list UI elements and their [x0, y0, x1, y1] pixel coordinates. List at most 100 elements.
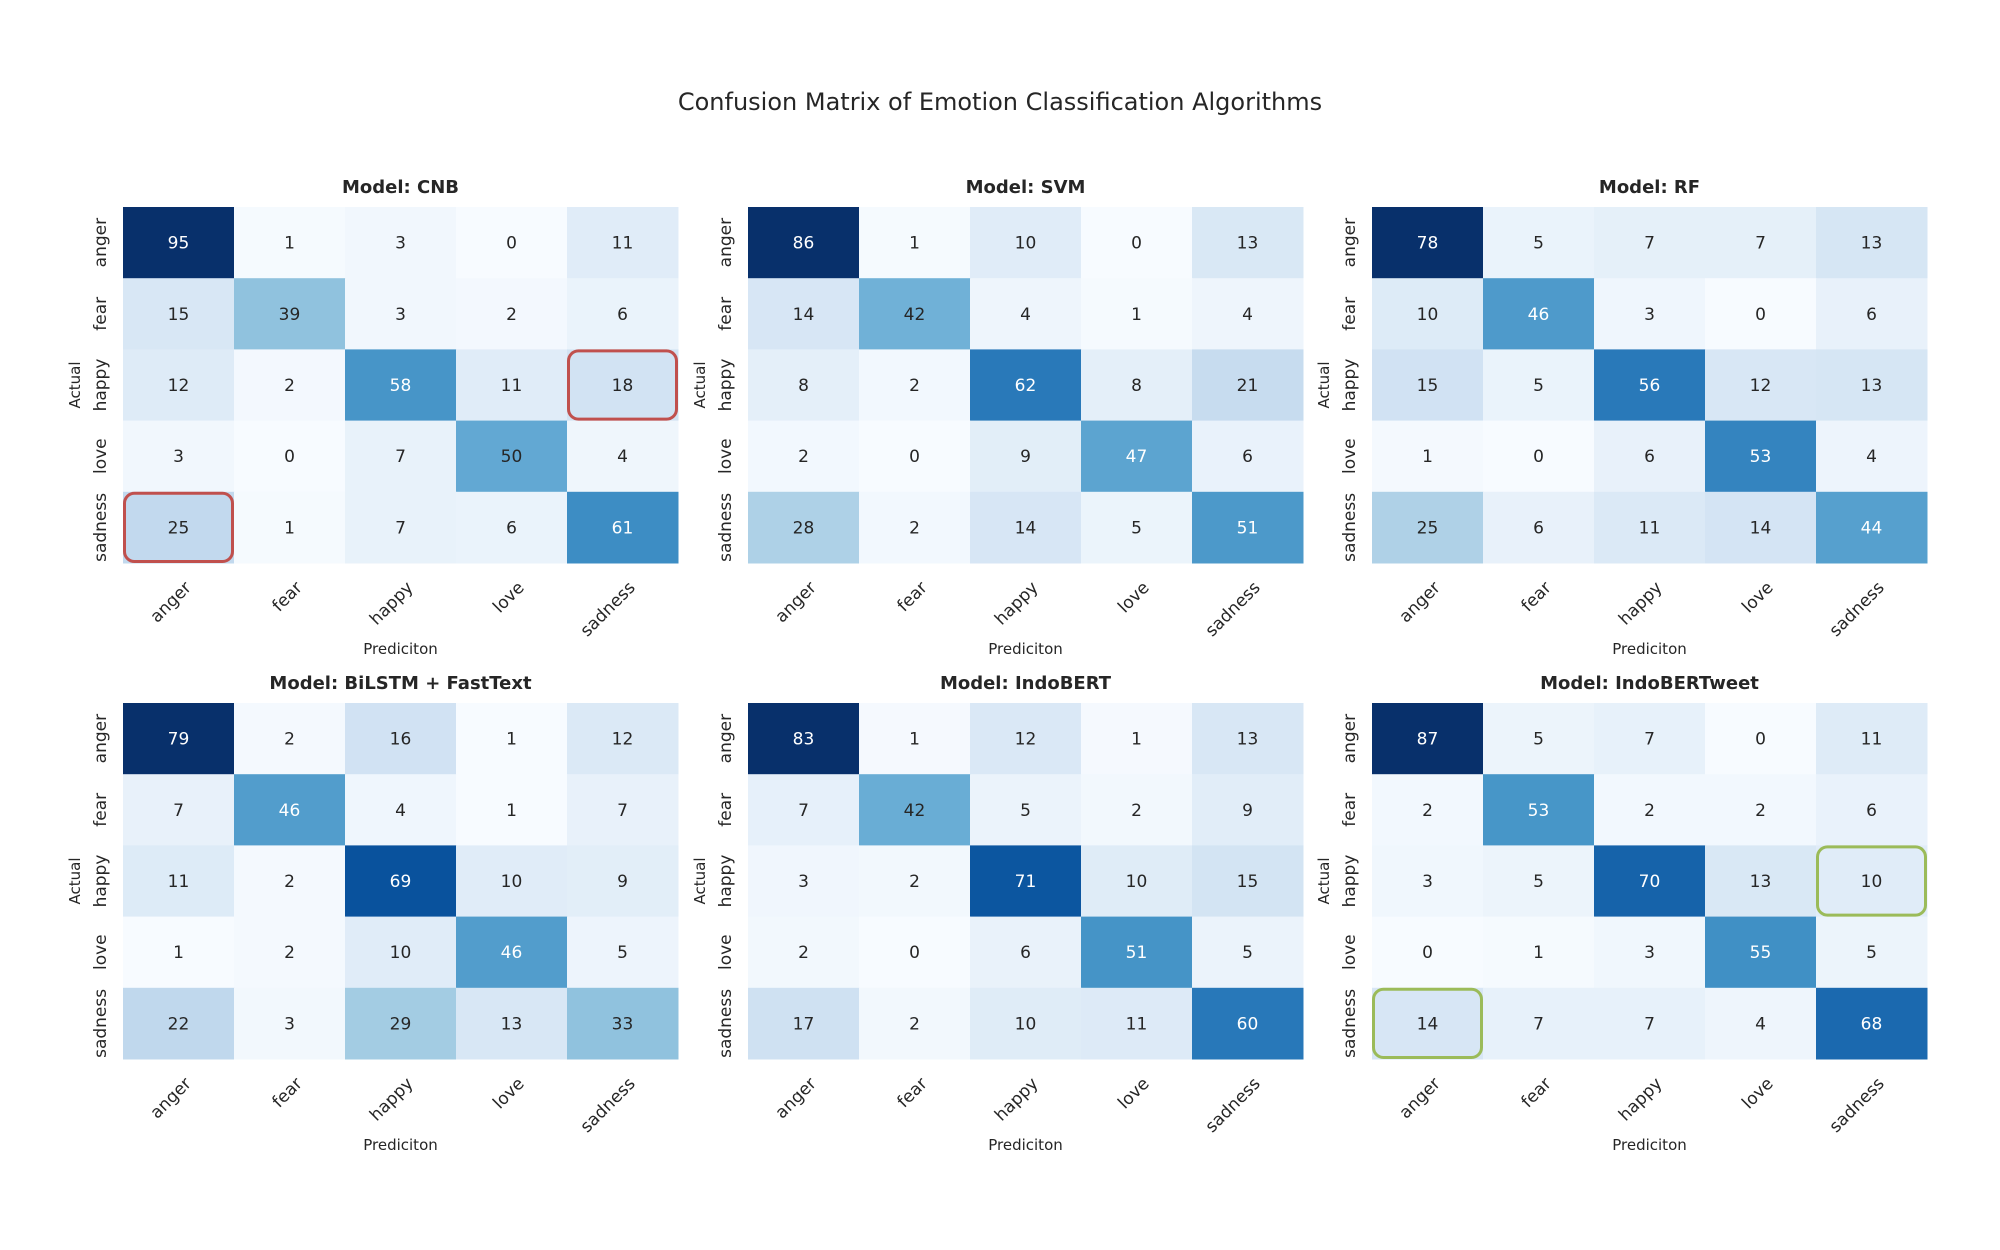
- heatmap-cell: [1483, 207, 1595, 279]
- cell-value: 10: [501, 872, 523, 892]
- x-axis-label: Prediciton: [363, 1136, 438, 1154]
- cell-value: 9: [1020, 447, 1031, 467]
- x-tick-label: love: [489, 578, 528, 617]
- x-axis-label: Prediciton: [1612, 1136, 1687, 1154]
- heatmap-cell: [1816, 349, 1928, 422]
- x-tick-label: anger: [1395, 578, 1444, 627]
- cell-value: 7: [395, 447, 406, 467]
- heatmap-cell: [1192, 703, 1304, 775]
- cell-value: 2: [909, 518, 920, 538]
- heatmap-cell: [1816, 916, 1928, 989]
- heatmap-cell: [970, 703, 1082, 775]
- y-tick-label: sadness: [91, 989, 111, 1058]
- cell-value: 15: [168, 305, 190, 325]
- cell-value: 18: [612, 376, 634, 396]
- cell-value: 12: [1750, 376, 1772, 396]
- heatmap-cell: [859, 420, 971, 493]
- heatmap-cell: [859, 916, 971, 989]
- heatmap-cell: [234, 278, 346, 350]
- cell-value: 2: [1755, 801, 1766, 821]
- heatmap-cell: [1483, 420, 1595, 493]
- heatmap-cell: [1372, 916, 1484, 989]
- heatmap-cell: [859, 491, 971, 564]
- cell-value: 2: [909, 872, 920, 892]
- heatmap-cell: [456, 349, 568, 422]
- y-tick-label: love: [1340, 438, 1360, 474]
- cell-value: 14: [1417, 1014, 1439, 1034]
- heatmap-cell: [748, 987, 860, 1060]
- heatmap-cell: [234, 703, 346, 775]
- cell-value: 44: [1861, 518, 1883, 538]
- x-tick-label: love: [1114, 578, 1153, 617]
- x-tick-label: sadness: [577, 1074, 640, 1137]
- cell-value: 12: [1015, 730, 1037, 750]
- heatmap-cell: [234, 916, 346, 989]
- cell-value: 2: [1644, 801, 1655, 821]
- y-axis-label: Actual: [66, 858, 84, 905]
- y-axis-label: Actual: [66, 362, 84, 409]
- heatmap-cell: [1594, 420, 1706, 493]
- heatmap-cell: [970, 774, 1082, 846]
- heatmap-cell: [1372, 420, 1484, 493]
- cell-value: 2: [909, 376, 920, 396]
- heatmap-cell: [1816, 207, 1928, 279]
- highlight-box: [1372, 987, 1483, 1059]
- cell-value: 58: [390, 376, 412, 396]
- cell-value: 13: [1861, 376, 1883, 396]
- cell-value: 7: [1533, 1014, 1544, 1034]
- heatmap-cell: [456, 703, 568, 775]
- panel-title: Model: CNB: [342, 177, 459, 198]
- heatmap-cell: [345, 420, 457, 493]
- x-tick-label: sadness: [1202, 578, 1265, 641]
- x-tick-label: love: [1114, 1074, 1153, 1113]
- highlight-box: [1816, 845, 1927, 917]
- y-tick-label: love: [91, 438, 111, 474]
- heatmap-cell: [1705, 916, 1817, 989]
- y-tick-label: sadness: [716, 989, 736, 1058]
- cell-value: 13: [1861, 234, 1883, 254]
- heatmap-cell: [859, 703, 971, 775]
- cell-value: 62: [1015, 376, 1037, 396]
- cell-value: 0: [1131, 234, 1142, 254]
- cell-value: 2: [506, 305, 517, 325]
- heatmap-cell: [859, 278, 971, 350]
- heatmap-cell: [123, 774, 235, 846]
- heatmap-cell: [748, 207, 860, 279]
- cell-value: 14: [793, 305, 815, 325]
- cell-value: 17: [793, 1014, 815, 1034]
- heatmap-cell: [748, 916, 860, 989]
- heatmap-cell: [1594, 774, 1706, 846]
- cell-value: 14: [1750, 518, 1772, 538]
- cell-value: 3: [1644, 305, 1655, 325]
- heatmap-cell: [1816, 420, 1928, 493]
- cell-value: 0: [909, 943, 920, 963]
- y-axis-label: Actual: [691, 362, 709, 409]
- heatmap-cell: [1594, 278, 1706, 350]
- cell-value: 3: [1422, 872, 1433, 892]
- cell-value: 25: [1417, 518, 1439, 538]
- x-tick-label: anger: [1395, 1074, 1444, 1123]
- x-tick-label: love: [489, 1074, 528, 1113]
- cell-value: 33: [612, 1014, 634, 1034]
- cell-value: 1: [1533, 943, 1544, 963]
- heatmap-cell: [1816, 703, 1928, 775]
- heatmap-cell: [123, 491, 235, 564]
- cell-value: 9: [617, 872, 628, 892]
- x-tick-label: sadness: [1826, 1074, 1889, 1137]
- heatmap-cell: [1372, 703, 1484, 775]
- heatmap-cell: [234, 845, 346, 918]
- x-tick-label: sadness: [577, 578, 640, 641]
- heatmap-cell: [1705, 207, 1817, 279]
- cell-value: 1: [284, 234, 295, 254]
- cell-value: 6: [506, 518, 517, 538]
- y-tick-label: anger: [716, 714, 736, 763]
- cell-value: 5: [1533, 234, 1544, 254]
- cell-value: 2: [284, 943, 295, 963]
- heatmap-cell: [1705, 845, 1817, 918]
- y-tick-label: happy: [91, 359, 111, 412]
- heatmap-cell: [1705, 987, 1817, 1060]
- y-axis-label: Actual: [1315, 362, 1333, 409]
- heatmap-cell: [567, 916, 679, 989]
- x-tick-label: fear: [268, 578, 306, 616]
